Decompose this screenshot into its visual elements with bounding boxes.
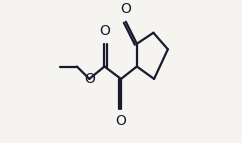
Text: O: O — [84, 72, 95, 86]
Text: O: O — [116, 114, 126, 128]
Text: O: O — [120, 2, 131, 16]
Text: O: O — [99, 24, 110, 38]
